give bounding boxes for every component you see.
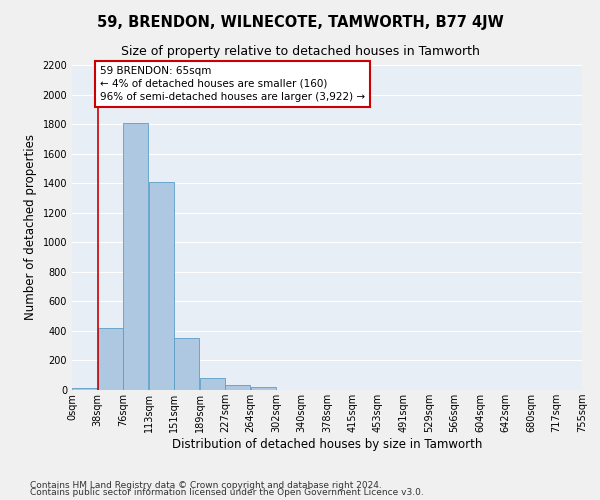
Bar bbox=[124, 122, 148, 390]
X-axis label: Distribution of detached houses by size in Tamworth: Distribution of detached houses by size … bbox=[172, 438, 482, 451]
Bar bbox=[200, 378, 224, 390]
Text: 59, BRENDON, WILNECOTE, TAMWORTH, B77 4JW: 59, BRENDON, WILNECOTE, TAMWORTH, B77 4J… bbox=[97, 15, 503, 30]
Bar bbox=[226, 385, 250, 390]
Y-axis label: Number of detached properties: Number of detached properties bbox=[24, 134, 37, 320]
Text: Contains public sector information licensed under the Open Government Licence v3: Contains public sector information licen… bbox=[30, 488, 424, 497]
Bar bbox=[251, 388, 275, 390]
Bar bbox=[98, 328, 122, 390]
Text: Contains HM Land Registry data © Crown copyright and database right 2024.: Contains HM Land Registry data © Crown c… bbox=[30, 480, 382, 490]
Text: Size of property relative to detached houses in Tamworth: Size of property relative to detached ho… bbox=[121, 45, 479, 58]
Text: 59 BRENDON: 65sqm
← 4% of detached houses are smaller (160)
96% of semi-detached: 59 BRENDON: 65sqm ← 4% of detached house… bbox=[100, 66, 365, 102]
Bar bbox=[73, 388, 97, 390]
Bar bbox=[175, 338, 199, 390]
Bar bbox=[149, 182, 173, 390]
